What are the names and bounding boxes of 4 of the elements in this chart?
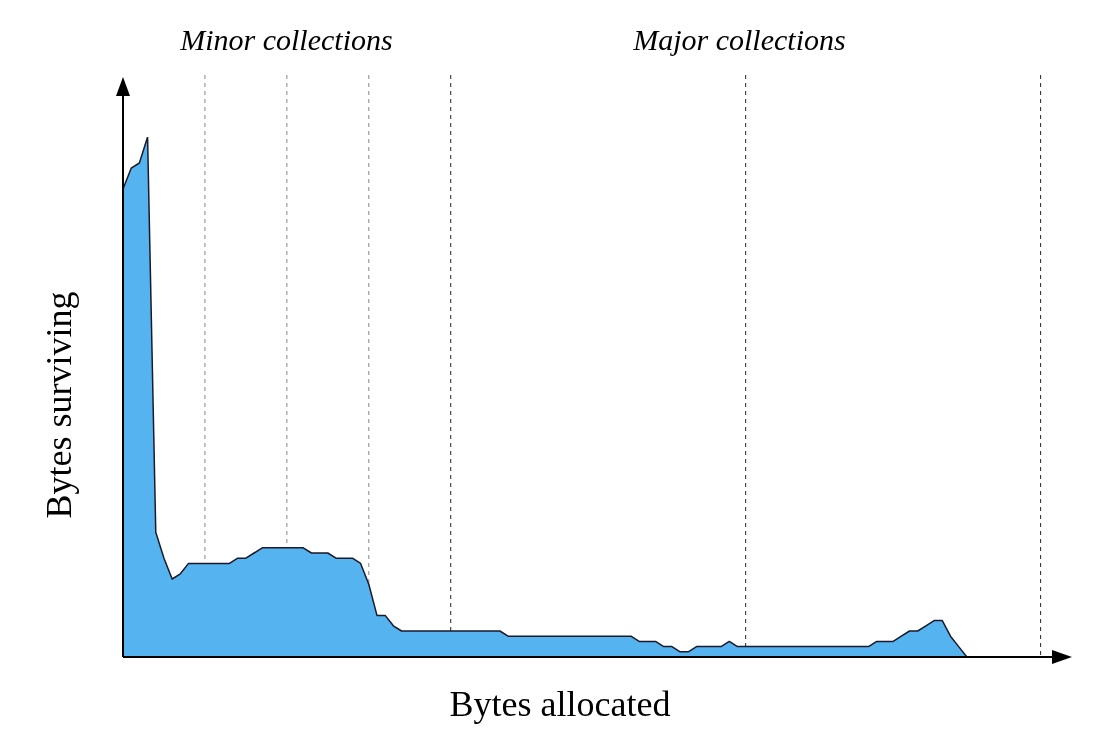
text: Minor collections bbox=[179, 22, 393, 56]
x-axis-title: Bytes allocated bbox=[449, 684, 671, 725]
text: Major collections bbox=[632, 22, 846, 56]
y-axis-title: Bytes surviving bbox=[39, 291, 80, 519]
